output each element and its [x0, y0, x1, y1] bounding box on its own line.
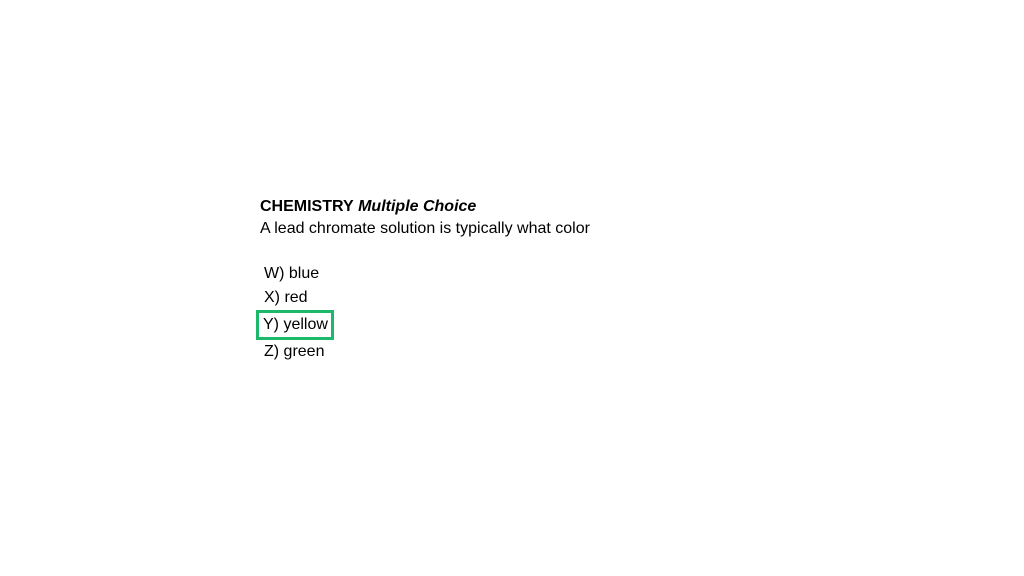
option-w: W) blue	[260, 262, 590, 286]
option-x-text: X) red	[260, 286, 312, 310]
subject-label: CHEMISTRY	[260, 198, 354, 215]
question-type-label: Multiple Choice	[358, 198, 476, 215]
option-x: X) red	[260, 286, 590, 310]
option-y: Y) yellow	[260, 310, 590, 340]
option-y-text: Y) yellow	[256, 310, 334, 340]
options-list: W) blue X) red Y) yellow Z) green	[260, 262, 590, 364]
question-block: CHEMISTRY Multiple Choice A lead chromat…	[260, 198, 590, 364]
option-z-text: Z) green	[260, 340, 328, 364]
question-text: A lead chromate solution is typically wh…	[260, 220, 590, 238]
question-header: CHEMISTRY Multiple Choice	[260, 198, 590, 216]
option-z: Z) green	[260, 340, 590, 364]
option-w-text: W) blue	[260, 262, 323, 286]
